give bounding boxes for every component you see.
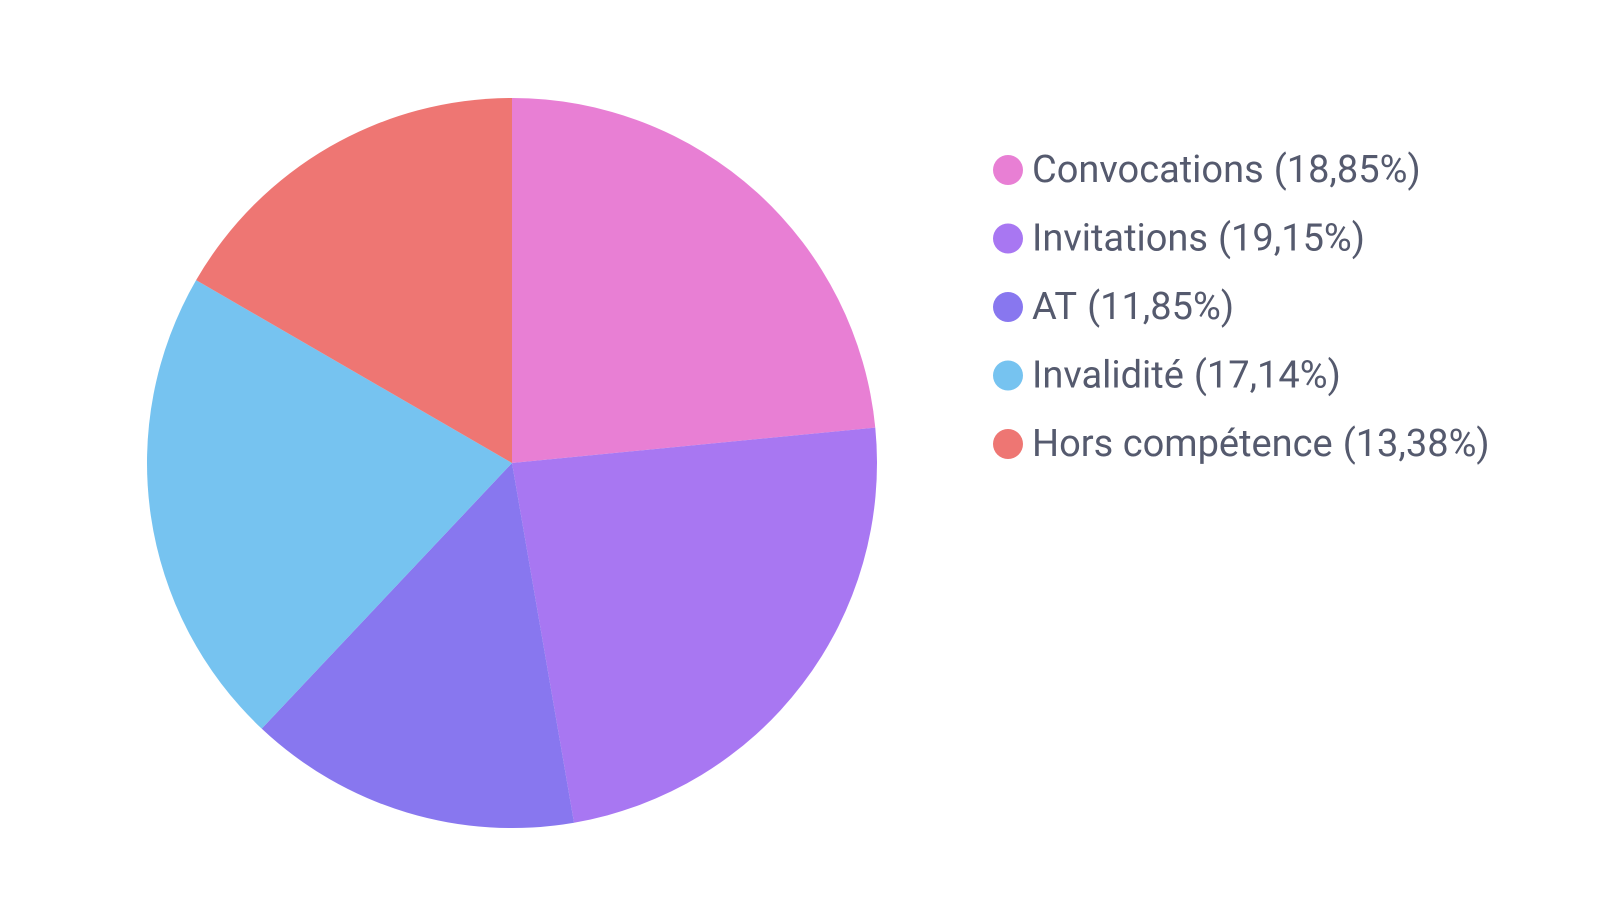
legend-value: (18,85%) xyxy=(1274,148,1421,192)
legend-value: (11,85%) xyxy=(1087,285,1234,329)
legend-value: (13,38%) xyxy=(1343,422,1490,466)
legend-name: Hors compétence xyxy=(1032,422,1333,466)
legend-marker xyxy=(993,292,1023,322)
legend-marker xyxy=(993,223,1023,254)
legend-marker xyxy=(993,360,1023,391)
pie-slice xyxy=(147,280,512,729)
legend-value: (17,14%) xyxy=(1194,354,1341,398)
legend-name: Invalidité xyxy=(1032,354,1184,398)
legend-marker xyxy=(993,429,1023,459)
legend-name: Invitations xyxy=(1032,217,1208,261)
pie-slice xyxy=(512,98,876,463)
legend-label: AT (11,85%) xyxy=(1032,285,1234,329)
legend-label: Convocations (18,85%) xyxy=(1032,148,1421,192)
legend-label: Hors compétence (13,38%) xyxy=(1032,422,1490,466)
legend-value: (19,15%) xyxy=(1218,217,1365,261)
pie-slice xyxy=(261,463,575,828)
pie-slice xyxy=(512,427,877,823)
legend-marker xyxy=(993,155,1023,185)
legend-label: Invitations (19,15%) xyxy=(1032,217,1365,261)
legend-label: Invalidité (17,14%) xyxy=(1032,354,1341,398)
pie-slice xyxy=(196,98,512,463)
legend-name: AT xyxy=(1032,285,1077,329)
legend-name: Convocations xyxy=(1032,148,1264,192)
